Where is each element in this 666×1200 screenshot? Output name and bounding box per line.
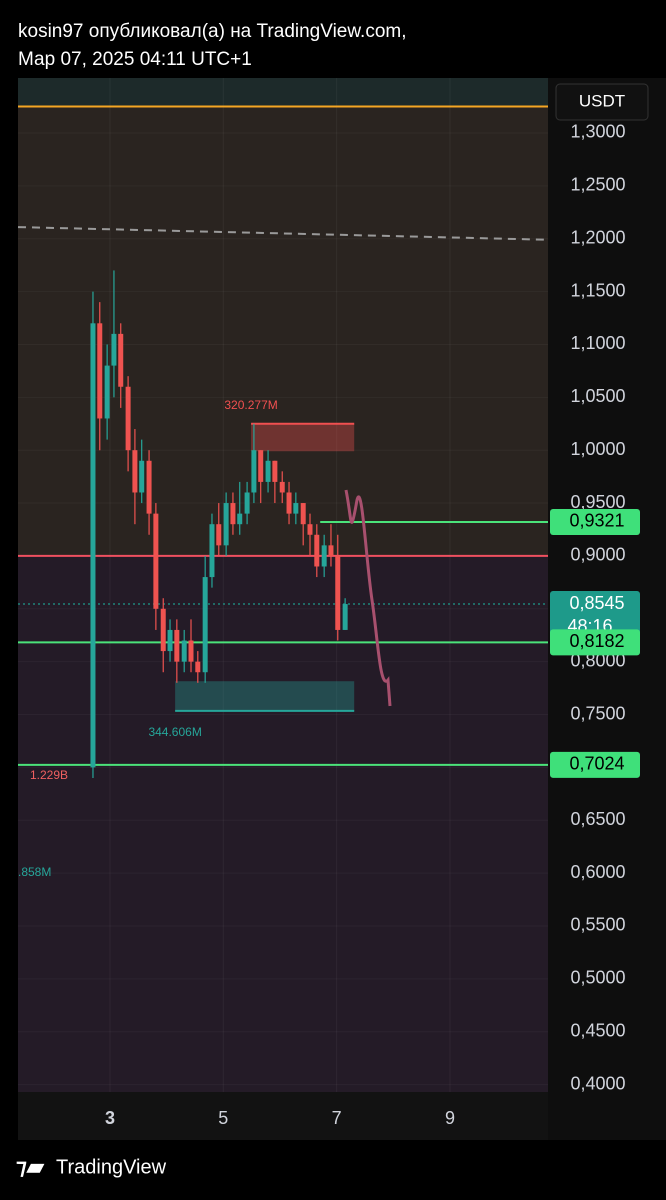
candle-body: [335, 555, 341, 630]
candle-body: [286, 492, 292, 514]
x-tick-label: 3: [105, 1108, 115, 1128]
candle-body: [342, 604, 348, 630]
candle-body: [251, 450, 257, 493]
candle-body: [181, 640, 187, 662]
candle-body: [153, 513, 159, 609]
candle-body: [174, 629, 180, 662]
zone-upper: [18, 106, 548, 556]
candle-body: [216, 524, 222, 546]
price-tag: [550, 508, 640, 535]
y-tick-label: 1,1000: [570, 333, 625, 353]
annotation: 1.229B: [30, 768, 68, 782]
candle-body: [265, 460, 271, 482]
zone-lower: [18, 555, 548, 1092]
price-tag: [550, 591, 640, 640]
y-tick-label: 0,4500: [570, 1020, 625, 1040]
candle-body: [139, 460, 145, 493]
y-tick-label: 0,5000: [570, 968, 625, 988]
box-label: 320.277M: [224, 398, 277, 412]
y-tick-label: 0,9000: [570, 545, 625, 565]
candle-body: [125, 386, 131, 451]
candle-body: [195, 661, 201, 673]
candle-body: [97, 323, 103, 419]
logo-mark: ⁊▰: [16, 1154, 45, 1179]
candle-body: [167, 629, 173, 652]
y-tick-label: 0,4000: [570, 1073, 625, 1093]
y-tick-label: 0,9500: [570, 492, 625, 512]
candle-body: [111, 333, 117, 366]
trend-line: [17, 226, 549, 241]
candle-body: [202, 577, 208, 673]
box-label: 344.606M: [148, 725, 201, 739]
date-line: Мар 07, 2025 04:11 UTC+1: [18, 49, 252, 70]
candle-body: [307, 524, 313, 535]
y-tick-label: 1,2500: [570, 175, 625, 195]
candle-body: [321, 545, 327, 567]
y-tick-label: 1,3000: [570, 122, 625, 142]
zone-top: [18, 78, 548, 107]
candle-body: [132, 450, 138, 493]
x-tick-label: 7: [332, 1108, 342, 1128]
candle-body: [279, 481, 285, 493]
candle-body: [293, 503, 299, 514]
candle-body: [104, 365, 110, 419]
candle-body: [188, 640, 194, 662]
candle-body: [300, 503, 306, 525]
candle-body: [223, 503, 229, 546]
x-tick-label: 5: [218, 1108, 228, 1128]
price-tag-label: 0,7024: [569, 754, 624, 774]
price-tag-label: 0,8182: [569, 631, 624, 651]
price-tag-label: 0,9321: [569, 511, 624, 531]
annotation: .858M: [18, 865, 51, 879]
candle-body: [328, 545, 334, 556]
y-tick-label: 1,0000: [570, 439, 625, 459]
zone-box: [251, 423, 355, 452]
y-tick-label: 0,5500: [570, 915, 625, 935]
candle-body: [146, 460, 152, 514]
candle-body: [209, 524, 215, 578]
time-axis-bg: [18, 1092, 548, 1140]
candle-body: [237, 513, 243, 525]
candle-body: [272, 460, 278, 482]
brand: TradingView: [56, 1156, 167, 1178]
y-tick-label: 0,7500: [570, 703, 625, 723]
y-tick-label: 1,1500: [570, 280, 625, 300]
candle-body: [160, 608, 166, 652]
price-tag: [550, 629, 640, 656]
candle-body: [118, 333, 124, 387]
y-tick-label: 0,6000: [570, 862, 625, 882]
candle-body: [230, 503, 236, 525]
candle-body: [258, 450, 264, 482]
currency-box[interactable]: [555, 83, 649, 121]
candle-body: [90, 323, 96, 768]
y-tick-label: 1,2000: [570, 227, 625, 247]
y-tick-label: 1,0500: [570, 386, 625, 406]
candle-body: [244, 492, 250, 514]
price-tag: [550, 751, 640, 778]
y-tick-label: 0,6500: [570, 809, 625, 829]
x-tick-label: 9: [445, 1108, 455, 1128]
candle-body: [314, 534, 320, 567]
price-tag-label: 0,8545: [569, 593, 624, 613]
zone-box: [175, 681, 355, 711]
currency: USDT: [579, 91, 625, 110]
projection-drawing: [344, 489, 392, 707]
author-line: kosin97 опубликовал(а) на TradingView.co…: [18, 21, 407, 42]
